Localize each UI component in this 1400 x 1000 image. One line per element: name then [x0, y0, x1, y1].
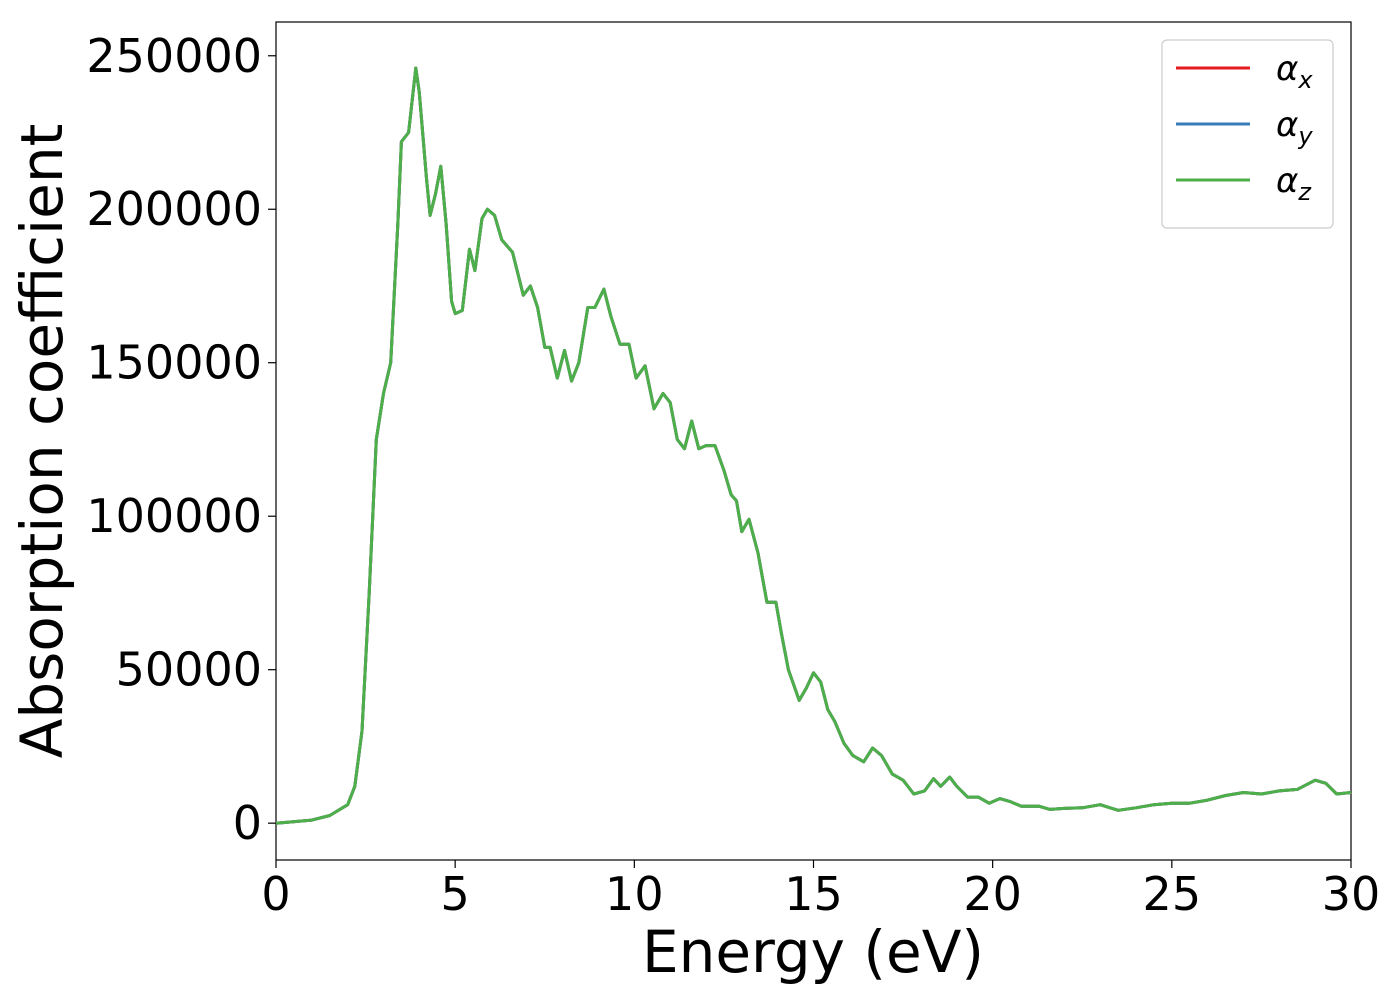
x-tick-label: 15: [784, 867, 843, 921]
y-tick-label: 200000: [86, 182, 262, 236]
legend-label: αy: [1276, 105, 1313, 150]
x-tick-label: 20: [963, 867, 1022, 921]
y-tick-label: 50000: [116, 643, 262, 697]
x-tick-label: 0: [261, 867, 290, 921]
data-line: [275, 66, 1352, 825]
x-tick-label: 30: [1322, 867, 1381, 921]
x-axis-label: Energy (eV): [642, 918, 984, 986]
legend-label: αz: [1276, 161, 1312, 206]
y-tick-label: 150000: [86, 336, 262, 390]
y-tick-label: 100000: [86, 489, 262, 543]
y-tick-label: 0: [233, 796, 262, 850]
y-tick-label: 250000: [86, 29, 262, 83]
legend: αx αy αz: [1161, 39, 1334, 229]
legend-label: αx: [1276, 49, 1313, 94]
x-tick-label: 10: [605, 867, 664, 921]
x-tick-label: 5: [441, 867, 470, 921]
y-axis-label: Absorption coefficient: [8, 124, 76, 759]
x-tick-label: 25: [1143, 867, 1202, 921]
